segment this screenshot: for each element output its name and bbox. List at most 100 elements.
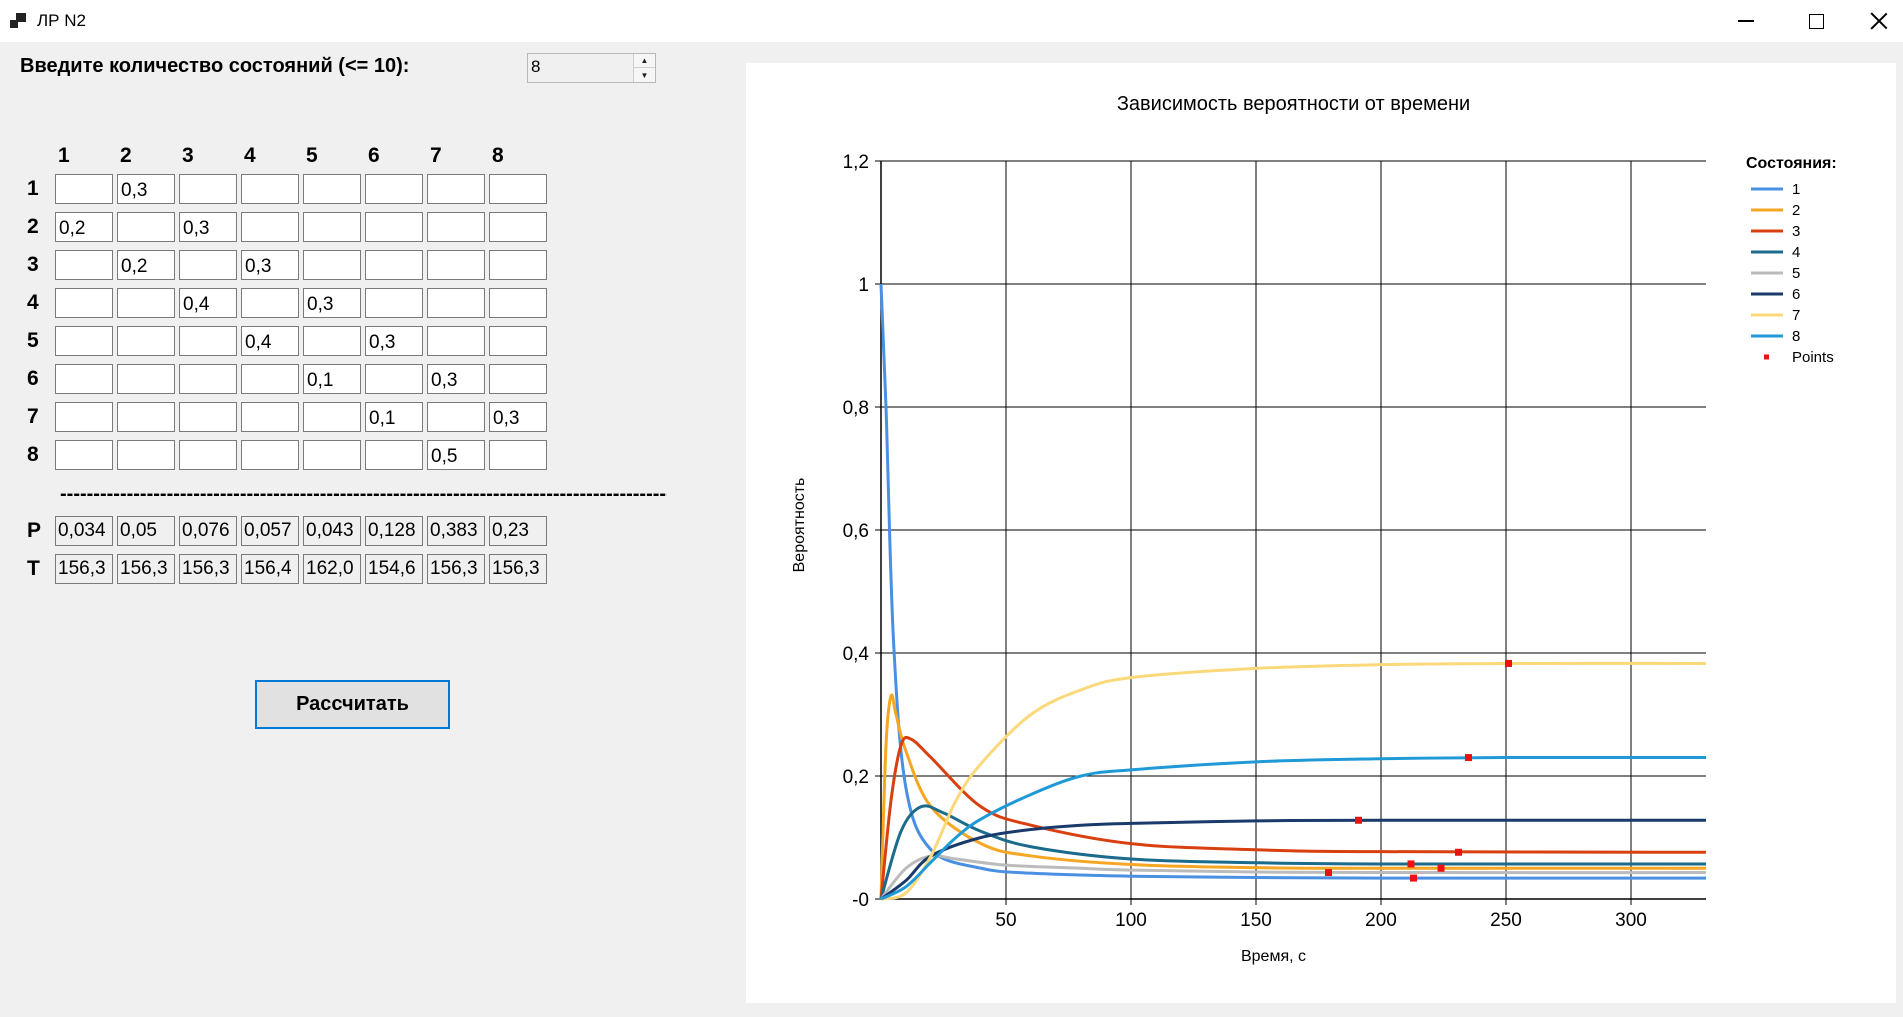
title-bar: ЛР N2 bbox=[0, 0, 1903, 42]
matrix-cell-1-4[interactable] bbox=[241, 174, 299, 204]
row-header-4: 4 bbox=[27, 291, 39, 314]
matrix-cell-5-7[interactable] bbox=[427, 326, 485, 356]
p-value-3: 0,076 bbox=[179, 516, 237, 546]
matrix-cell-7-5[interactable] bbox=[303, 402, 361, 432]
matrix-cell-5-2[interactable] bbox=[117, 326, 175, 356]
matrix-cell-3-1[interactable] bbox=[55, 250, 113, 280]
p-value-4: 0,057 bbox=[241, 516, 299, 546]
matrix-cell-7-7[interactable] bbox=[427, 402, 485, 432]
legend-label: 5 bbox=[1792, 265, 1800, 282]
matrix-cell-2-4[interactable] bbox=[241, 212, 299, 242]
matrix-cell-5-6[interactable] bbox=[365, 326, 423, 356]
matrix-cell-4-3[interactable] bbox=[179, 288, 237, 318]
row-header-1: 1 bbox=[27, 177, 39, 200]
spinner-down-button[interactable]: ▼ bbox=[634, 68, 655, 82]
legend-swatch-points bbox=[1764, 354, 1769, 360]
matrix-cell-6-7[interactable] bbox=[427, 364, 485, 394]
matrix-cell-7-3[interactable] bbox=[179, 402, 237, 432]
matrix-cell-3-3[interactable] bbox=[179, 250, 237, 280]
matrix-cell-6-8[interactable] bbox=[489, 364, 547, 394]
y-tick-label: 0,4 bbox=[843, 644, 870, 665]
legend-label: Points bbox=[1792, 349, 1834, 366]
matrix-cell-4-6[interactable] bbox=[365, 288, 423, 318]
matrix-cell-2-2[interactable] bbox=[117, 212, 175, 242]
column-header-3: 3 bbox=[182, 144, 194, 167]
matrix-cell-8-7[interactable] bbox=[427, 440, 485, 470]
matrix-cell-6-3[interactable] bbox=[179, 364, 237, 394]
close-button[interactable] bbox=[1855, 0, 1903, 42]
matrix-cell-1-8[interactable] bbox=[489, 174, 547, 204]
app-icon bbox=[10, 13, 28, 29]
matrix-cell-5-1[interactable] bbox=[55, 326, 113, 356]
matrix-cell-3-7[interactable] bbox=[427, 250, 485, 280]
matrix-cell-5-3[interactable] bbox=[179, 326, 237, 356]
y-tick-label: 1,2 bbox=[843, 152, 869, 173]
matrix-cell-8-6[interactable] bbox=[365, 440, 423, 470]
x-tick-label: 150 bbox=[1240, 910, 1272, 931]
maximize-button[interactable] bbox=[1785, 0, 1847, 42]
window-title: ЛР N2 bbox=[37, 11, 86, 30]
matrix-cell-4-2[interactable] bbox=[117, 288, 175, 318]
t-value-5: 162,0 bbox=[303, 554, 361, 584]
matrix-cell-7-1[interactable] bbox=[55, 402, 113, 432]
x-tick-label: 250 bbox=[1490, 910, 1522, 931]
state-count-input[interactable] bbox=[531, 57, 631, 77]
matrix-cell-2-6[interactable] bbox=[365, 212, 423, 242]
matrix-cell-5-4[interactable] bbox=[241, 326, 299, 356]
matrix-cell-7-4[interactable] bbox=[241, 402, 299, 432]
matrix-cell-5-8[interactable] bbox=[489, 326, 547, 356]
matrix-cell-2-5[interactable] bbox=[303, 212, 361, 242]
matrix-cell-7-6[interactable] bbox=[365, 402, 423, 432]
matrix-cell-4-4[interactable] bbox=[241, 288, 299, 318]
matrix-cell-6-2[interactable] bbox=[117, 364, 175, 394]
matrix-cell-7-8[interactable] bbox=[489, 402, 547, 432]
matrix-cell-4-8[interactable] bbox=[489, 288, 547, 318]
matrix-cell-1-6[interactable] bbox=[365, 174, 423, 204]
matrix-cell-2-7[interactable] bbox=[427, 212, 485, 242]
matrix-cell-1-1[interactable] bbox=[55, 174, 113, 204]
t-value-8: 156,3 bbox=[489, 554, 547, 584]
series-line-2 bbox=[879, 693, 1707, 900]
state-count-spinner[interactable]: ▲ ▼ bbox=[527, 53, 656, 83]
matrix-cell-8-5[interactable] bbox=[303, 440, 361, 470]
series-line-4 bbox=[879, 804, 1707, 900]
matrix-cell-5-5[interactable] bbox=[303, 326, 361, 356]
matrix-cell-8-1[interactable] bbox=[55, 440, 113, 470]
matrix-cell-1-3[interactable] bbox=[179, 174, 237, 204]
matrix-cell-7-2[interactable] bbox=[117, 402, 175, 432]
matrix-cell-3-5[interactable] bbox=[303, 250, 361, 280]
t-value-4: 156,4 bbox=[241, 554, 299, 584]
matrix-cell-6-5[interactable] bbox=[303, 364, 361, 394]
matrix-cell-2-3[interactable] bbox=[179, 212, 237, 242]
matrix-cell-3-2[interactable] bbox=[117, 250, 175, 280]
matrix-cell-2-8[interactable] bbox=[489, 212, 547, 242]
matrix-cell-8-3[interactable] bbox=[179, 440, 237, 470]
matrix-cell-4-7[interactable] bbox=[427, 288, 485, 318]
row-header-2: 2 bbox=[27, 215, 39, 238]
x-tick-label: 100 bbox=[1115, 910, 1147, 931]
matrix-cell-4-5[interactable] bbox=[303, 288, 361, 318]
column-header-5: 5 bbox=[306, 144, 318, 167]
matrix-cell-8-8[interactable] bbox=[489, 440, 547, 470]
matrix-cell-8-4[interactable] bbox=[241, 440, 299, 470]
spinner-up-button[interactable]: ▲ bbox=[634, 54, 655, 68]
calculate-button[interactable]: Рассчитать bbox=[255, 680, 450, 729]
matrix-cell-3-4[interactable] bbox=[241, 250, 299, 280]
matrix-cell-6-6[interactable] bbox=[365, 364, 423, 394]
matrix-cell-8-2[interactable] bbox=[117, 440, 175, 470]
close-icon bbox=[1870, 12, 1888, 30]
minimize-button[interactable] bbox=[1715, 0, 1777, 42]
matrix-cell-4-1[interactable] bbox=[55, 288, 113, 318]
matrix-cell-3-6[interactable] bbox=[365, 250, 423, 280]
p-value-2: 0,05 bbox=[117, 516, 175, 546]
series-line-3 bbox=[879, 735, 1707, 900]
p-label: P bbox=[27, 519, 42, 542]
matrix-cell-1-5[interactable] bbox=[303, 174, 361, 204]
matrix-cell-1-7[interactable] bbox=[427, 174, 485, 204]
legend-label: 2 bbox=[1792, 202, 1800, 219]
matrix-cell-3-8[interactable] bbox=[489, 250, 547, 280]
matrix-cell-6-1[interactable] bbox=[55, 364, 113, 394]
matrix-cell-2-1[interactable] bbox=[55, 212, 113, 242]
matrix-cell-6-4[interactable] bbox=[241, 364, 299, 394]
matrix-cell-1-2[interactable] bbox=[117, 174, 175, 204]
